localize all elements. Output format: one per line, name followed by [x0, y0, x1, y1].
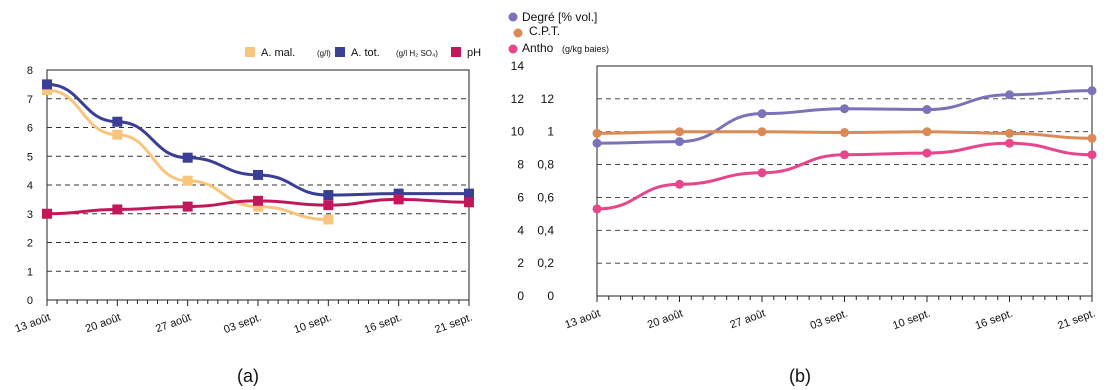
x-tick-label: 03 sept. [222, 312, 263, 337]
y-tick-label: 8 [517, 158, 524, 172]
y-tick-label: 4 [517, 223, 524, 237]
data-point [757, 109, 767, 119]
y-tick-label: 6 [517, 190, 524, 204]
data-point [393, 188, 404, 199]
data-point [323, 190, 334, 201]
y-right-tick-label: 0,2 [537, 256, 554, 270]
legend-marker [513, 28, 523, 38]
data-point [1087, 133, 1097, 143]
data-point [323, 214, 334, 225]
data-point [922, 148, 932, 158]
data-point [1005, 90, 1014, 100]
y-tick-label: 6 [27, 123, 33, 135]
data-point [112, 204, 123, 215]
data-point [323, 200, 334, 211]
x-tick-label: 27 août [154, 312, 193, 336]
legend-label: A. tot. [351, 47, 380, 59]
chart-a: 0 1 2 3 4 5 6 7 8 13 août 20 août 27 août 03 sept. 10… [13, 47, 481, 386]
data-point [112, 129, 123, 140]
y-right-tick-label: 0,4 [537, 223, 554, 237]
y-tick-label: 3 [27, 209, 33, 221]
data-point [1005, 128, 1014, 138]
legend-label: Degré [% vol.] [522, 10, 597, 24]
legend-unit: (g/kg baies) [562, 44, 609, 54]
x-tick-label: 13 août [13, 312, 52, 336]
y-tick-label: 8 [27, 65, 33, 77]
x-tick-label: 10 sept. [292, 312, 333, 337]
data-point [675, 127, 684, 137]
data-point [1087, 86, 1097, 96]
legend-swatch [335, 47, 345, 57]
y-tick-label: 0 [517, 289, 524, 303]
legend-label: Antho [522, 41, 554, 55]
legend-marker [508, 12, 518, 22]
data-point [675, 179, 684, 189]
legend-unit: (g/l) [317, 49, 331, 58]
data-point [675, 137, 684, 147]
data-point [112, 116, 123, 127]
y-tick-label: 4 [27, 180, 33, 192]
legend-label: C.P.T. [529, 24, 560, 38]
data-point [840, 104, 849, 114]
y-tick-label: 12 [511, 92, 525, 106]
data-point [182, 152, 193, 163]
x-tick-label: 16 sept. [363, 312, 404, 337]
data-point [1005, 138, 1014, 148]
data-point [922, 105, 932, 115]
data-point [253, 169, 263, 180]
legend-label: pH [467, 47, 481, 59]
data-point [1087, 150, 1097, 160]
y-tick-label: 1 [27, 266, 33, 278]
data-point [182, 175, 193, 186]
data-point [840, 150, 849, 160]
y-right-tick-label: 0,6 [537, 190, 554, 204]
data-point [464, 188, 474, 199]
data-point [757, 127, 767, 137]
y-tick-label: 2 [517, 256, 524, 270]
y-tick-label: 5 [27, 151, 33, 163]
x-tick-label: 20 août [84, 312, 123, 336]
data-point [592, 138, 602, 148]
x-tick-label: 16 sept. [974, 308, 1015, 333]
legend-unit: (g/l H₂ SO₄) [396, 49, 438, 58]
x-tick-label: 27 août [728, 308, 767, 332]
data-point [464, 197, 474, 208]
data-point [253, 201, 263, 212]
plot-frame [596, 65, 1093, 297]
data-point [393, 194, 404, 205]
data-point [42, 79, 52, 90]
data-point [922, 127, 932, 137]
y-right-tick-label: 1 [547, 125, 554, 139]
y-right-tick-label: 0,8 [537, 158, 554, 172]
panel-label: (a) [237, 366, 259, 386]
data-point [592, 128, 602, 138]
y-tick-label: 10 [511, 125, 525, 139]
panel-label: (b) [789, 366, 811, 386]
data-point [42, 85, 52, 96]
legend-marker [508, 44, 518, 54]
y-tick-label: 7 [27, 94, 33, 106]
y-right-tick-label: 12 [541, 92, 555, 106]
y-tick-label: 14 [511, 59, 525, 73]
data-point [840, 128, 849, 138]
legend-swatch [451, 47, 461, 57]
data-point [182, 201, 193, 212]
data-point [42, 208, 52, 219]
legend-label: A. mal. [261, 47, 295, 59]
x-tick-label: 21 sept. [433, 312, 474, 337]
x-tick-label: 13 août [563, 308, 602, 332]
chart-b: 0 2 4 6 8 10 12 14 0 0,2 0,4 0,6 0,8 1 12 13 août 20 aoû… [508, 10, 1097, 386]
x-tick-label: 20 août [646, 308, 685, 332]
legend-swatch [245, 47, 255, 57]
y-right-tick-label: 0 [547, 289, 554, 303]
x-tick-label: 21 sept. [1056, 308, 1097, 333]
data-point [253, 195, 263, 206]
y-tick-label: 2 [27, 238, 33, 250]
x-tick-label: 10 sept. [891, 308, 932, 333]
x-tick-label: 03 sept. [809, 308, 850, 333]
y-tick-label: 0 [27, 295, 33, 307]
data-point [757, 168, 767, 178]
data-point [592, 204, 602, 214]
